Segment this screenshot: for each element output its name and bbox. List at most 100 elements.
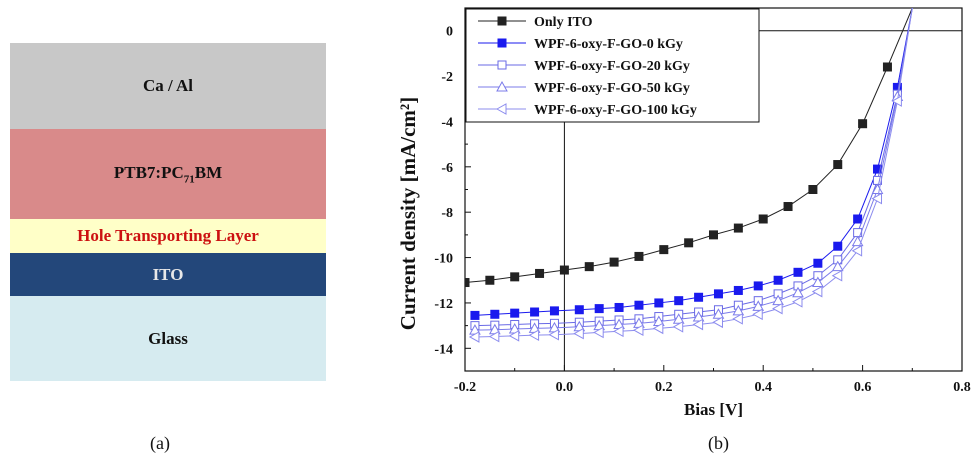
data-point xyxy=(510,308,520,318)
data-point xyxy=(654,298,664,308)
data-point xyxy=(812,276,824,288)
layer-ca-al-label: Ca / Al xyxy=(142,76,194,95)
data-point xyxy=(833,241,843,251)
data-point xyxy=(497,38,507,48)
data-point xyxy=(858,119,868,129)
data-point xyxy=(584,262,594,272)
data-point xyxy=(871,183,884,194)
x-tick-label: 0.6 xyxy=(854,380,872,395)
data-point xyxy=(594,304,604,314)
data-point xyxy=(549,306,559,316)
layer-ptb7-label-tail: BM xyxy=(194,162,223,182)
data-point xyxy=(632,324,644,337)
layer-glass-label: Glass xyxy=(148,328,188,348)
data-point xyxy=(772,294,784,306)
y-tick-label: 0 xyxy=(446,25,453,40)
data-point xyxy=(791,295,803,308)
data-point xyxy=(614,302,624,312)
data-point xyxy=(871,192,883,205)
y-axis-label: Current density [mA/cm²] xyxy=(396,97,420,330)
data-point xyxy=(732,312,743,325)
layer-ptb7: PTB7:PC71BM xyxy=(10,129,326,219)
data-point xyxy=(733,223,743,233)
data-point xyxy=(713,289,723,299)
data-point xyxy=(659,245,669,255)
data-point xyxy=(510,272,520,282)
data-point xyxy=(853,214,863,224)
x-axis-label: Bias [V] xyxy=(684,400,743,419)
data-point xyxy=(692,310,705,322)
data-point xyxy=(712,316,723,329)
data-point xyxy=(497,16,507,26)
layer-hole-transport-label: Hole Transporting Layer xyxy=(77,226,259,245)
plot-area: -0.2 0.0 0.2 0.4 0.6 0.8 0 -2 -4 -6 -8 -10 -12 -14 Bia… xyxy=(396,7,971,419)
y-tick-label: -12 xyxy=(434,297,453,312)
layer-ito: ITO xyxy=(10,253,326,296)
data-point xyxy=(882,62,892,72)
data-point xyxy=(468,331,480,343)
layer-ptb7-label-sub: 71 xyxy=(183,173,195,186)
y-tick-label: -6 xyxy=(441,161,453,176)
data-point xyxy=(495,103,507,115)
caption-a: (a) xyxy=(150,433,170,453)
y-tick-label: -4 xyxy=(441,115,453,130)
data-point xyxy=(485,275,495,285)
x-tick-label: -0.2 xyxy=(454,380,476,395)
legend-label: Only ITO xyxy=(534,15,593,30)
data-point xyxy=(831,260,844,272)
legend-label: WPF-6-oxy-F-GO-50 kGy xyxy=(534,81,690,96)
layer-ptb7-label: PTB7:PC71BM xyxy=(114,163,222,185)
data-point xyxy=(808,185,818,194)
data-point xyxy=(593,326,604,339)
data-point xyxy=(470,310,480,320)
data-point xyxy=(833,160,843,170)
data-point xyxy=(674,296,684,306)
data-point xyxy=(672,320,684,333)
data-point xyxy=(559,265,569,275)
data-point xyxy=(634,251,644,261)
data-point xyxy=(851,244,863,257)
data-point xyxy=(652,322,664,335)
data-point xyxy=(831,269,843,282)
data-point xyxy=(573,327,584,340)
data-point xyxy=(535,268,545,278)
layer-glass: Glass xyxy=(10,296,326,381)
data-point xyxy=(712,308,725,319)
y-tick-label: -8 xyxy=(441,206,453,221)
data-point xyxy=(783,202,793,212)
y-tick-label: -10 xyxy=(434,252,453,267)
data-point xyxy=(530,307,540,317)
data-point xyxy=(758,214,768,224)
data-point xyxy=(733,285,743,295)
data-point xyxy=(490,309,500,319)
data-point xyxy=(793,267,803,277)
x-tick-label: 0.0 xyxy=(556,380,574,395)
data-point xyxy=(753,281,763,291)
caption-b: (b) xyxy=(708,433,729,453)
data-point xyxy=(488,330,500,343)
series-1 xyxy=(470,8,913,320)
layer-hole-transport: Hole Transporting Layer xyxy=(10,219,326,253)
data-point xyxy=(684,238,694,248)
data-point xyxy=(813,258,823,268)
x-tick-label: 0.8 xyxy=(953,380,971,395)
data-point xyxy=(613,325,624,338)
data-point xyxy=(772,302,783,315)
layer-ca-al: Ca / Al xyxy=(10,43,326,129)
x-tick-label: 0.2 xyxy=(655,380,673,395)
data-point xyxy=(773,275,783,285)
device-stack: Ca / Al PTB7:PC71BM Hole Transporting La… xyxy=(10,43,326,381)
legend-label: WPF-6-oxy-F-GO-0 kGy xyxy=(534,37,683,52)
series-4 xyxy=(468,8,913,343)
data-point xyxy=(694,292,704,302)
data-point xyxy=(508,329,520,342)
data-point xyxy=(465,278,470,288)
x-tick-label: 0.4 xyxy=(754,380,772,395)
data-point xyxy=(574,305,584,315)
data-point xyxy=(672,313,685,324)
layer-ito-label: ITO xyxy=(152,264,184,284)
legend-label: WPF-6-oxy-F-GO-20 kGy xyxy=(534,59,690,74)
data-point xyxy=(528,329,540,342)
data-point xyxy=(792,286,804,298)
